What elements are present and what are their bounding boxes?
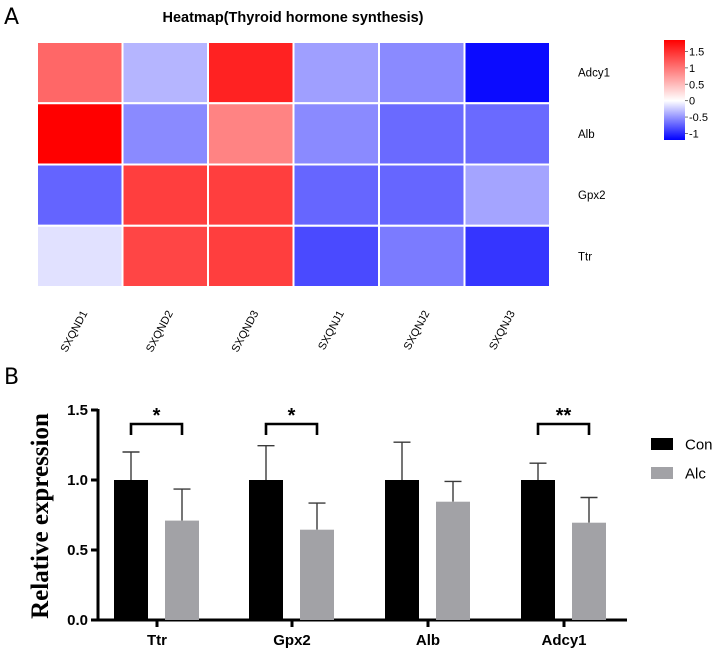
heatmap-cell bbox=[378, 41, 466, 105]
heatmap-cell bbox=[121, 224, 209, 288]
heatmap-cell bbox=[463, 41, 551, 105]
heatmap-cell bbox=[121, 41, 209, 105]
heatmap-cell bbox=[378, 163, 466, 227]
panel-label-b: B bbox=[4, 365, 19, 390]
heatmap-cell bbox=[36, 102, 124, 166]
heatmap-cell bbox=[36, 163, 124, 227]
significance-label: * bbox=[153, 405, 161, 427]
heatmap-cell bbox=[121, 163, 209, 227]
legend-label-alc: Alc bbox=[685, 466, 706, 483]
y-tick-label: 1.0 bbox=[67, 472, 88, 489]
heatmap-cell bbox=[292, 102, 380, 166]
significance-bracket bbox=[536, 422, 591, 435]
colorbar-gradient bbox=[664, 40, 685, 140]
heatmap-cell bbox=[378, 102, 466, 166]
heatmap-column-label: SXQND3 bbox=[230, 309, 262, 355]
heatmap-cell bbox=[207, 102, 295, 166]
legend: Con Alc bbox=[651, 437, 713, 483]
heatmap-cell bbox=[292, 41, 380, 105]
bar-alc-gpx2 bbox=[300, 529, 334, 620]
colorbar-tick-label: -0.5 bbox=[689, 112, 708, 124]
colorbar-tick-label: 1 bbox=[689, 63, 695, 75]
colorbar-tick-label: 1.5 bbox=[689, 46, 704, 58]
heatmap-row-label: Alb bbox=[578, 129, 595, 141]
heatmap-column-label: SXQNJ1 bbox=[316, 309, 347, 352]
x-tick-label: Adcy1 bbox=[541, 632, 586, 649]
heatmap-title: Heatmap(Thyroid hormone synthesis) bbox=[162, 10, 423, 26]
bar-alc-adcy1 bbox=[572, 522, 606, 620]
bar-axes: 0.0 0.5 1.0 1.5 Ttr Gpx2 Alb Adcy1 bbox=[67, 402, 627, 649]
heatmap-row-labels: Adcy1 Alb Gpx2 Ttr bbox=[578, 68, 610, 264]
y-tick-label: 0.0 bbox=[67, 612, 88, 629]
x-tick-label: Alb bbox=[416, 632, 440, 649]
y-axis-label: Relative expression bbox=[27, 413, 54, 619]
heatmap-cells bbox=[36, 41, 551, 288]
colorbar: 1.5 1 0.5 0 -0.5 -1 bbox=[664, 40, 708, 140]
legend-label-con: Con bbox=[685, 437, 713, 454]
bar-alc-alb bbox=[436, 501, 470, 620]
colorbar-tick-label: 0.5 bbox=[689, 79, 704, 91]
bar-con-ttr bbox=[114, 480, 148, 620]
bar-con-gpx2 bbox=[249, 480, 283, 620]
x-tick-label: Gpx2 bbox=[273, 632, 311, 649]
y-tick-label: 0.5 bbox=[67, 542, 88, 559]
heatmap-cell bbox=[463, 224, 551, 288]
panel-label-a: A bbox=[4, 5, 19, 30]
bar-con-alb bbox=[385, 480, 419, 620]
heatmap-cell bbox=[292, 224, 380, 288]
heatmap-row-label: Adcy1 bbox=[578, 68, 610, 80]
legend-swatch-alc bbox=[651, 467, 673, 479]
heatmap-cell bbox=[378, 224, 466, 288]
heatmap-cell bbox=[207, 163, 295, 227]
significance-label: ** bbox=[556, 405, 572, 427]
heatmap-column-label: SXQNJ2 bbox=[402, 309, 433, 352]
heatmap-row-label: Ttr bbox=[578, 251, 592, 263]
heatmap-cell bbox=[121, 102, 209, 166]
legend-swatch-con bbox=[651, 438, 673, 450]
heatmap-column-label: SXQND1 bbox=[59, 309, 91, 355]
x-tick-label: Ttr bbox=[147, 632, 167, 649]
heatmap-cell bbox=[463, 163, 551, 227]
bar-con-adcy1 bbox=[521, 480, 555, 620]
bar-alc-ttr bbox=[165, 520, 199, 620]
significance-label: * bbox=[288, 405, 296, 427]
heatmap-column-labels: SXQND1 SXQND2 SXQND3 SXQNJ1 SXQNJ2 SXQNJ3 bbox=[59, 309, 518, 355]
heatmap-column-label: SXQND2 bbox=[144, 309, 176, 355]
heatmap-row-label: Gpx2 bbox=[578, 190, 606, 202]
heatmap-cell bbox=[207, 41, 295, 105]
bar-marks: * * ** bbox=[114, 405, 606, 620]
significance-bracket bbox=[264, 422, 319, 435]
heatmap-cell bbox=[292, 163, 380, 227]
heatmap-cell bbox=[36, 41, 124, 105]
heatmap-cell bbox=[207, 224, 295, 288]
heatmap-cell bbox=[463, 102, 551, 166]
colorbar-tick-label: -1 bbox=[689, 128, 699, 140]
heatmap-cell bbox=[36, 224, 124, 288]
significance-bracket bbox=[129, 422, 184, 435]
y-tick-label: 1.5 bbox=[67, 402, 88, 419]
heatmap-column-label: SXQNJ3 bbox=[487, 309, 518, 352]
colorbar-tick-label: 0 bbox=[689, 96, 695, 108]
